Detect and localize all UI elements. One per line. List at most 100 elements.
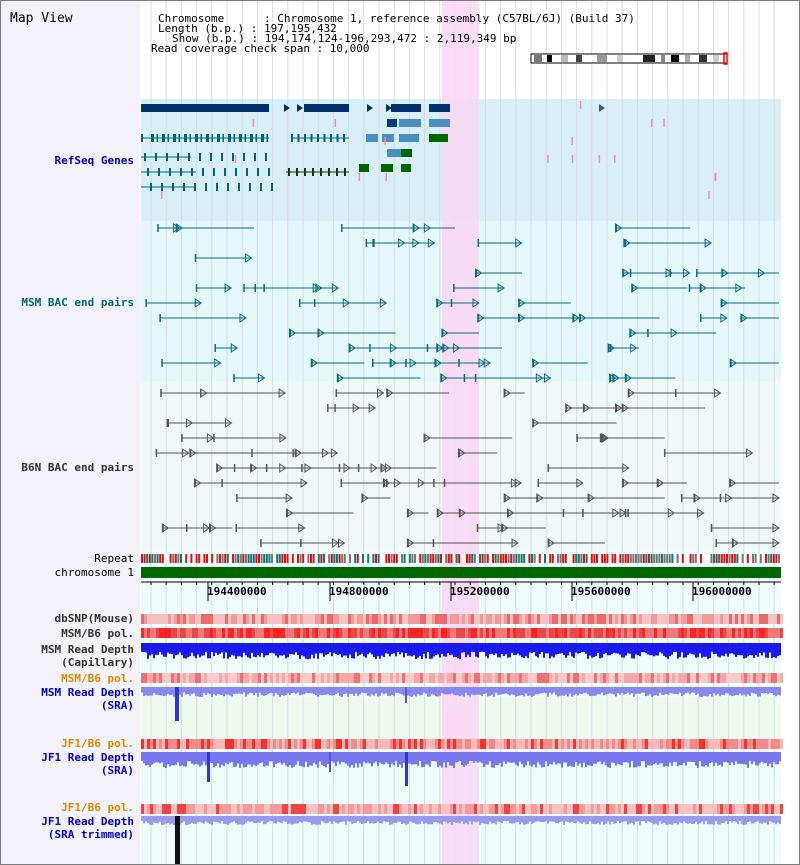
heat-cell bbox=[423, 614, 426, 624]
heat-cell bbox=[246, 804, 249, 814]
depth-bar bbox=[287, 752, 289, 768]
depth-bar bbox=[477, 752, 479, 763]
depth-bar bbox=[507, 687, 509, 695]
depth-bar bbox=[653, 816, 655, 825]
depth-bar bbox=[289, 687, 291, 695]
depth-bar bbox=[545, 643, 547, 654]
depth-bar bbox=[703, 752, 705, 767]
heat-cell bbox=[522, 628, 525, 638]
heat-cell bbox=[297, 614, 300, 624]
depth-bar bbox=[323, 687, 325, 695]
depth-bar bbox=[287, 643, 289, 658]
depth-bar bbox=[207, 816, 209, 823]
depth-bar bbox=[759, 816, 761, 824]
heat-cell bbox=[210, 628, 213, 638]
chromosome-ideogram[interactable] bbox=[530, 52, 728, 65]
depth-bar bbox=[269, 643, 271, 654]
heat-cell bbox=[558, 628, 561, 638]
depth-bar bbox=[403, 816, 405, 824]
gene-arrow bbox=[297, 104, 303, 112]
repeat-element bbox=[302, 554, 305, 563]
depth-bar bbox=[141, 752, 143, 761]
depth-bar bbox=[763, 687, 765, 694]
repeat-element bbox=[258, 554, 260, 563]
bac-end bbox=[721, 269, 724, 277]
repeat-element bbox=[710, 554, 713, 563]
read-depth-tracks[interactable] bbox=[141, 643, 781, 864]
heat-cell bbox=[537, 614, 540, 624]
depth-bar bbox=[673, 687, 675, 694]
depth-bar bbox=[357, 643, 359, 657]
bac-end bbox=[194, 254, 197, 262]
depth-bar bbox=[461, 752, 463, 766]
refseq-genes-track[interactable] bbox=[141, 101, 717, 199]
chromosome-bar[interactable] bbox=[141, 567, 781, 578]
bac-end bbox=[337, 374, 339, 382]
heat-cell bbox=[558, 614, 561, 624]
depth-bar bbox=[569, 687, 571, 694]
depth-bar bbox=[657, 643, 659, 656]
gene-arrow bbox=[367, 104, 373, 112]
depth-bar bbox=[639, 687, 641, 694]
exon bbox=[202, 168, 204, 176]
depth-bar bbox=[433, 752, 435, 762]
depth-bar bbox=[709, 816, 711, 825]
repeat-element bbox=[187, 554, 190, 563]
depth-bar bbox=[727, 687, 729, 694]
b6n-bac-end-pairs-track[interactable] bbox=[155, 388, 780, 548]
heat-cell bbox=[354, 628, 357, 638]
depth-bar bbox=[257, 643, 259, 656]
bac-end-arrow bbox=[772, 538, 780, 548]
depth-bar bbox=[723, 752, 725, 763]
depth-bar bbox=[271, 687, 273, 693]
depth-bar bbox=[275, 643, 277, 656]
msm-bac-end-pairs-track[interactable] bbox=[145, 223, 779, 383]
heat-cell bbox=[261, 628, 264, 638]
dbsnp-label: dbSNP(Mouse) bbox=[54, 612, 134, 625]
depth-bar bbox=[607, 643, 609, 656]
depth-bar bbox=[413, 643, 415, 656]
depth-bar bbox=[503, 687, 505, 694]
heat-cell bbox=[780, 804, 783, 814]
heat-cell bbox=[168, 614, 171, 624]
heat-cell bbox=[204, 804, 207, 814]
heat-cell bbox=[531, 673, 534, 683]
depth-bar bbox=[741, 643, 743, 656]
repeat-element bbox=[593, 554, 596, 563]
heat-cell bbox=[210, 673, 213, 683]
variant-tick bbox=[614, 155, 616, 163]
variant-tick bbox=[651, 119, 653, 127]
exon bbox=[312, 168, 314, 176]
depth-bar bbox=[655, 816, 657, 824]
repeat-element bbox=[172, 554, 175, 563]
bac-end-arrow bbox=[720, 298, 728, 308]
depth-bar bbox=[251, 687, 253, 694]
depth-bar bbox=[737, 643, 739, 656]
depth-bar bbox=[595, 816, 597, 825]
depth-bar bbox=[203, 687, 205, 693]
depth-bar bbox=[513, 816, 515, 824]
repeat-track[interactable] bbox=[141, 554, 783, 563]
heatmap-tracks[interactable] bbox=[141, 614, 783, 814]
variant-tick bbox=[161, 191, 163, 199]
heat-cell bbox=[735, 739, 738, 749]
exon bbox=[235, 168, 237, 176]
depth-bar bbox=[617, 687, 619, 694]
depth-bar bbox=[507, 816, 509, 821]
depth-bar bbox=[299, 643, 301, 659]
heat-cell bbox=[723, 739, 726, 749]
depth-bar bbox=[371, 752, 373, 767]
heat-cell bbox=[141, 804, 144, 814]
depth-bar bbox=[715, 816, 717, 822]
repeat-element bbox=[364, 554, 367, 563]
depth-bar bbox=[457, 643, 459, 659]
depth-bar bbox=[399, 643, 401, 655]
depth-bar bbox=[369, 643, 371, 653]
heat-cell bbox=[408, 628, 411, 638]
repeat-element bbox=[606, 554, 609, 563]
depth-bar bbox=[547, 752, 549, 767]
depth-bar bbox=[327, 752, 329, 764]
selected-region-highlight[interactable] bbox=[442, 1, 479, 864]
depth-bar bbox=[499, 687, 501, 695]
